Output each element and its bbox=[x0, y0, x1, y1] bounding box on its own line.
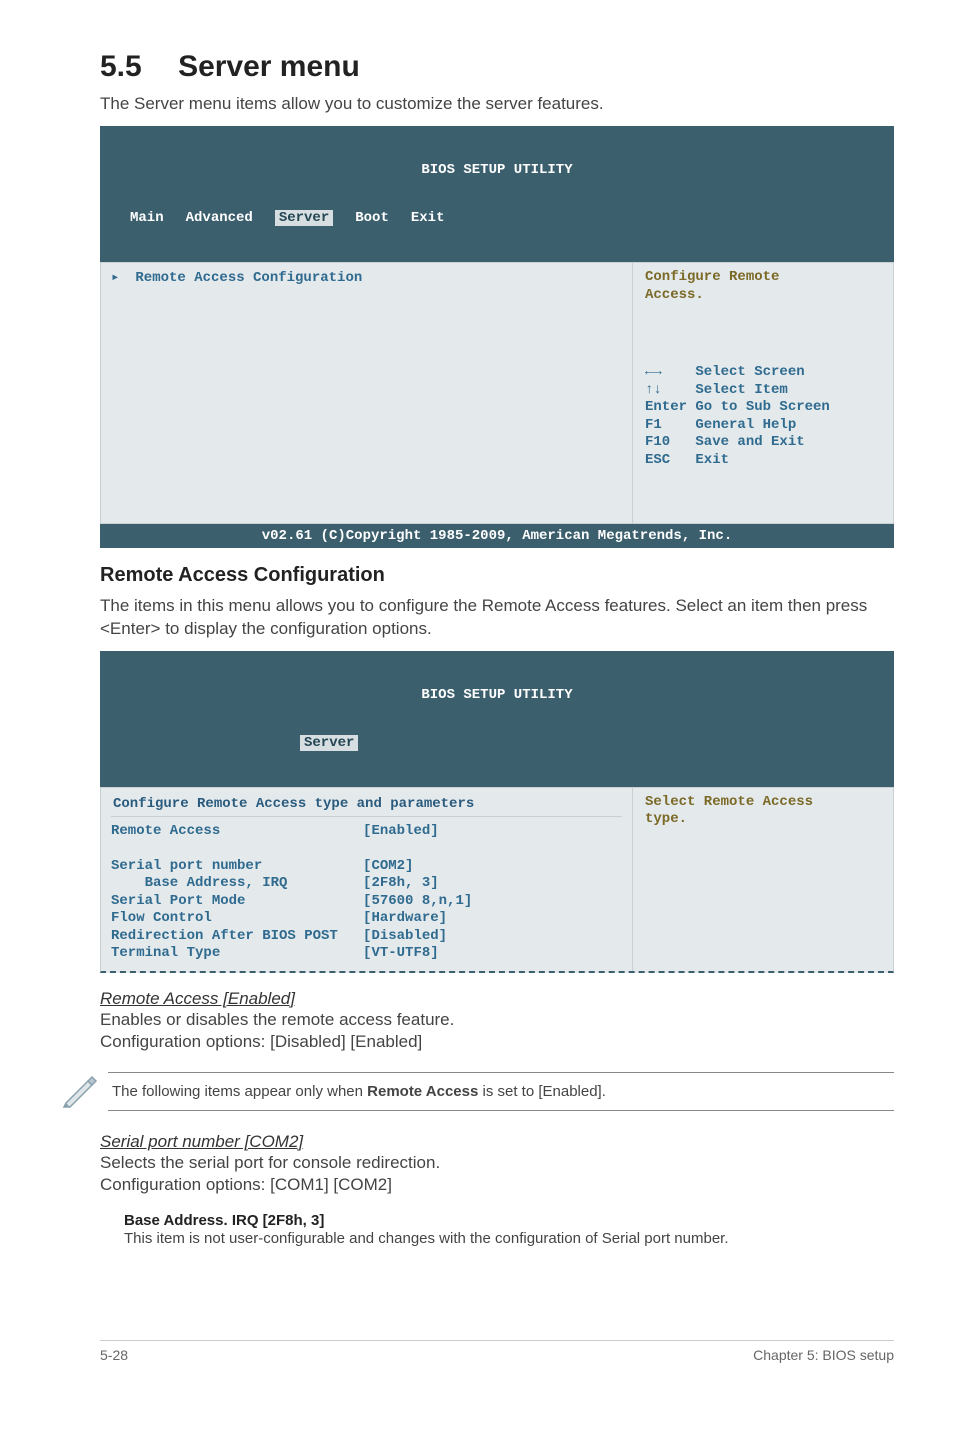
bios1-item-arrow-icon: ▸ bbox=[111, 269, 127, 286]
bios1-tab-exit: Exit bbox=[411, 210, 445, 226]
bios1-title: BIOS SETUP UTILITY bbox=[100, 162, 894, 178]
note-box: The following items appear only when Rem… bbox=[60, 1067, 894, 1116]
serial-port-body1: Selects the serial port for console redi… bbox=[100, 1152, 894, 1174]
note-text-pre: The following items appear only when bbox=[112, 1083, 367, 1100]
bios-screen-2: BIOS SETUP UTILITY Server Configure Remo… bbox=[100, 651, 894, 973]
bios1-body: ▸ Remote Access Configuration Configure … bbox=[100, 262, 894, 524]
bios1-tab-main: Main bbox=[130, 210, 164, 226]
serial-port-head: Serial port number [COM2] bbox=[100, 1132, 894, 1152]
section-number: 5.5 bbox=[100, 50, 142, 83]
bios1-item-remote-access: Remote Access Configuration bbox=[135, 270, 362, 286]
bios1-footer: v02.61 (C)Copyright 1985-2009, American … bbox=[100, 524, 894, 548]
page-footer: 5-28 Chapter 5: BIOS setup bbox=[100, 1340, 894, 1363]
bios1-left: ▸ Remote Access Configuration bbox=[101, 263, 633, 523]
bios1-tab-advanced: Advanced bbox=[186, 210, 253, 226]
base-address-head: Base Address. IRQ [2F8h, 3] bbox=[124, 1212, 894, 1229]
rac-description: The items in this menu allows you to con… bbox=[100, 595, 894, 641]
bios2-tabs: Server bbox=[100, 735, 894, 755]
bios1-tab-boot: Boot bbox=[355, 210, 389, 226]
bios2-help-text: Select Remote Access type. bbox=[645, 794, 883, 829]
bios1-header: BIOS SETUP UTILITY Main Advanced Server … bbox=[100, 126, 894, 262]
section-intro: The Server menu items allow you to custo… bbox=[100, 94, 894, 114]
serial-port-body2: Configuration options: [COM1] [COM2] bbox=[100, 1174, 894, 1196]
bios2-right: Select Remote Access type. bbox=[633, 788, 893, 971]
bios2-body: Configure Remote Access type and paramet… bbox=[100, 787, 894, 973]
bios2-title: BIOS SETUP UTILITY bbox=[100, 687, 894, 703]
note-text-bold: Remote Access bbox=[367, 1083, 478, 1100]
section-title: Server menu bbox=[178, 50, 360, 83]
section-heading: 5.5 Server menu bbox=[100, 50, 894, 84]
bios1-keys-text: ←→ Select Screen ↑↓ Select Item Enter Go… bbox=[645, 364, 883, 469]
bios2-header: BIOS SETUP UTILITY Server bbox=[100, 651, 894, 787]
base-address-body: This item is not user-configurable and c… bbox=[124, 1229, 894, 1249]
bios1-help-text: Configure Remote Access. bbox=[645, 269, 883, 304]
bios1-right: Configure Remote Access. ←→ Select Scree… bbox=[633, 263, 893, 523]
bios2-tab-server: Server bbox=[300, 735, 358, 751]
bios2-rows: Remote Access [Enabled] Serial port numb… bbox=[111, 823, 622, 963]
bios2-left: Configure Remote Access type and paramet… bbox=[101, 788, 633, 971]
rac-heading: Remote Access Configuration bbox=[100, 564, 894, 587]
bios1-tabs: Main Advanced Server Boot Exit bbox=[100, 210, 894, 230]
remote-access-head: Remote Access [Enabled] bbox=[100, 989, 894, 1009]
bios1-tab-server: Server bbox=[275, 210, 333, 226]
remote-access-body1: Enables or disables the remote access fe… bbox=[100, 1009, 894, 1031]
remote-access-body2: Configuration options: [Disabled] [Enabl… bbox=[100, 1031, 894, 1053]
note-text: The following items appear only when Rem… bbox=[108, 1072, 894, 1111]
bios-screen-1: BIOS SETUP UTILITY Main Advanced Server … bbox=[100, 126, 894, 548]
note-text-post: is set to [Enabled]. bbox=[478, 1083, 606, 1100]
bios2-group-title: Configure Remote Access type and paramet… bbox=[111, 794, 622, 817]
page-number: 5-28 bbox=[100, 1347, 128, 1363]
pencil-icon bbox=[60, 1067, 108, 1116]
chapter-label: Chapter 5: BIOS setup bbox=[753, 1347, 894, 1363]
